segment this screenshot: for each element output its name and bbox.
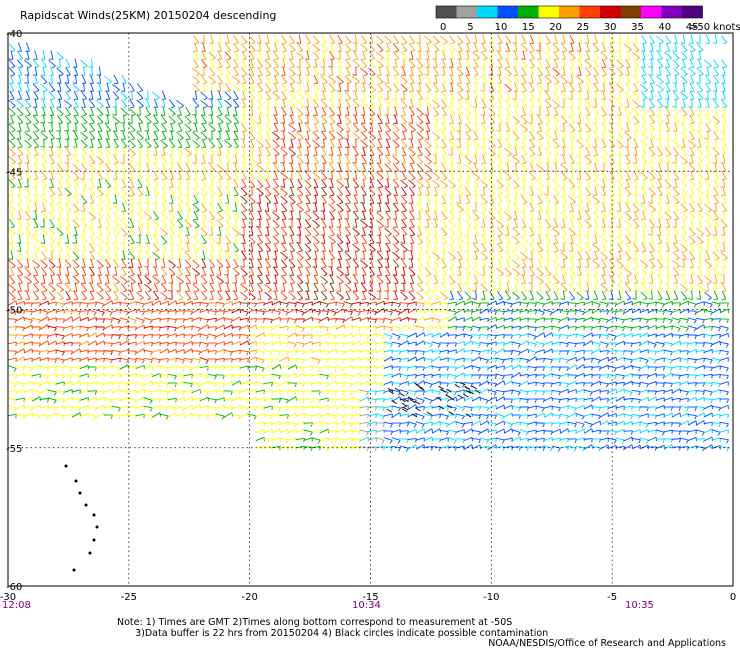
contamination-mark [78,491,82,495]
wind-barbs [7,34,729,572]
legend-swatch [620,6,641,18]
map-title: Rapidscat Winds(25KM) 20150204 descendin… [20,9,277,22]
legend-swatch [436,6,457,18]
legend-swatch [456,6,477,18]
legend-swatch [559,6,580,18]
legend-label: 15 [522,22,535,33]
y-tick-label: -45 [6,167,22,178]
legend-swatch [477,6,498,18]
legend-label: 10 [495,22,508,33]
contamination-mark [84,503,88,507]
contamination-mark [74,479,78,483]
x-tick-label: -25 [121,592,137,603]
note-line: Note: 1) Times are GMT 2)Times along bot… [117,617,513,628]
legend-label: 45 [686,22,699,33]
legend-swatch [600,6,621,18]
x-tick-label: -10 [483,592,499,603]
contamination-mark [88,551,92,555]
legend-swatch [682,6,703,18]
time-label: 10:35 [625,600,654,611]
legend-swatch [579,6,600,18]
x-tick-label: 0 [730,592,736,603]
legend-swatch [518,6,539,18]
y-tick-label: -55 [6,444,22,455]
credit-line: NOAA/NESDIS/Office of Research and Appli… [488,638,726,649]
legend-label: 0 [440,22,446,33]
contamination-mark [64,464,68,468]
footnotes: Note: 1) Times are GMT 2)Times along bot… [117,617,548,639]
contamination-mark [92,538,96,542]
legend-label: 30 [604,22,617,33]
legend-label: 20 [549,22,562,33]
y-tick-label: -60 [6,582,22,593]
time-label: 10:34 [352,600,381,611]
legend-label: 35 [631,22,644,33]
x-tick-label: -20 [241,592,257,603]
contamination-mark [92,513,96,517]
axis-labels: -30 -25 -20 -15 -10 -5 0-40-45-50-55-60 [0,29,736,603]
legend-label: 5 [467,22,473,33]
legend-swatch [641,6,662,18]
y-tick-label: -40 [6,29,22,40]
contamination-mark [72,568,76,572]
time-label: 12:08 [2,600,31,611]
legend-swatch [497,6,518,18]
wind-speed-legend: 0 5 10 15 20 25 30 35 40 45>50 knots [435,5,740,33]
x-tick-label: -5 [607,592,617,603]
legend-unit: >50 knots [689,22,740,33]
note-line: 3)Data buffer is 22 hrs from 20150204 4)… [117,628,549,639]
legend-label: 25 [577,22,590,33]
legend-label: 40 [658,22,671,33]
x-tick-label: -15 [362,592,378,603]
legend-swatch [538,6,559,18]
contamination-mark [95,525,99,529]
map-grid [7,32,734,587]
x-tick-label: -30 [0,592,16,603]
y-tick-label: -50 [6,306,22,317]
legend-swatch [661,6,682,18]
